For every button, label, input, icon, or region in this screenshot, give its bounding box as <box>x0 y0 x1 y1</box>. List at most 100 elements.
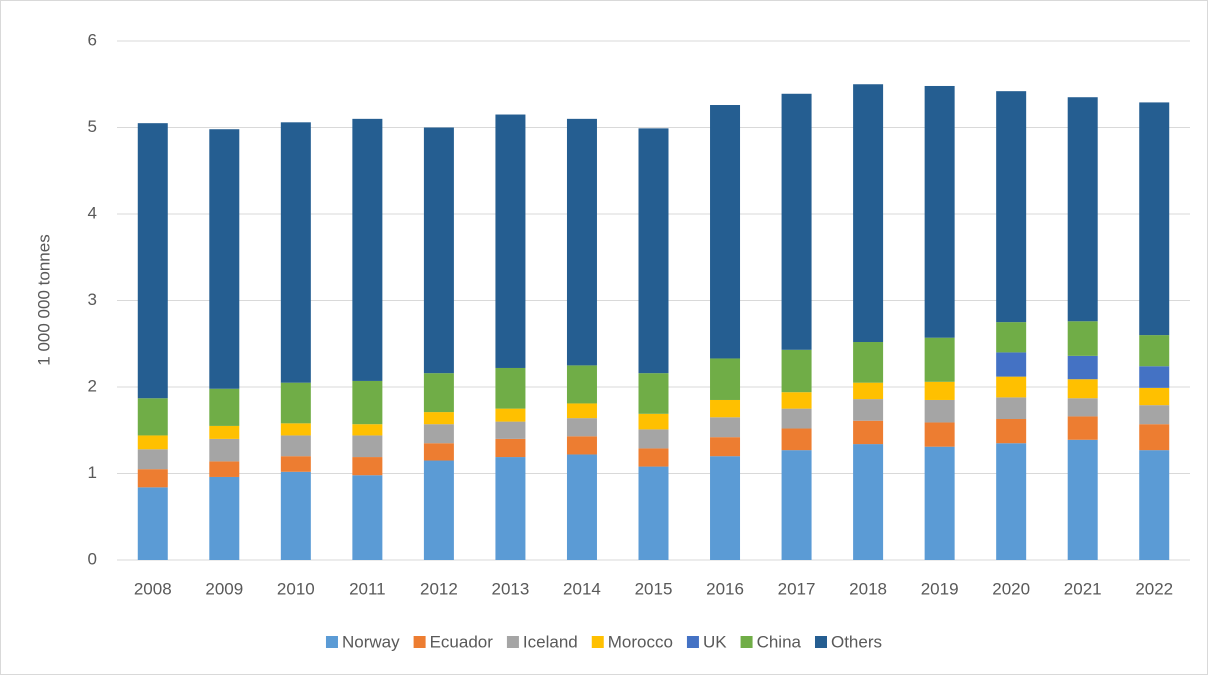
bar-segment <box>1067 379 1098 399</box>
bar-segment <box>781 392 812 409</box>
x-tick-label: 2016 <box>706 579 744 598</box>
bar-segment <box>209 461 240 477</box>
bar-segment <box>137 435 168 450</box>
bar-segment <box>1139 387 1170 406</box>
bar-segment <box>1067 355 1098 380</box>
bar-segment <box>638 128 669 374</box>
bar-segment <box>996 419 1027 444</box>
bar-segment <box>1067 97 1098 322</box>
x-tick-label: 2012 <box>420 579 458 598</box>
bar-segment <box>853 444 884 560</box>
bar-segment <box>137 123 168 399</box>
bar-segment <box>1067 439 1098 560</box>
bar-segment <box>638 448 669 467</box>
legend-swatch <box>506 636 519 648</box>
x-tick-label: 2013 <box>492 579 530 598</box>
bar-segment <box>996 397 1027 420</box>
bar-segment <box>638 373 669 414</box>
bar-segment <box>423 373 454 413</box>
x-tick-label: 2010 <box>277 579 315 598</box>
bar-segment <box>996 352 1027 377</box>
bar-segment <box>781 349 812 393</box>
bar-segment <box>209 388 240 426</box>
bar-segment <box>996 322 1027 353</box>
bar-segment <box>352 457 383 476</box>
y-axis-title: 1 000 000 tonnes <box>34 234 53 365</box>
x-tick-label: 2017 <box>778 579 816 598</box>
bar-segment <box>853 84 884 343</box>
x-tick-label: 2009 <box>205 579 243 598</box>
bar-segment <box>924 381 955 400</box>
x-tick-label: 2011 <box>349 579 386 598</box>
bar-segment <box>566 118 597 366</box>
x-tick-label: 2022 <box>1135 579 1173 598</box>
y-tick-label: 4 <box>88 203 97 222</box>
bar-segment <box>352 435 383 458</box>
legend-label: Others <box>831 632 882 651</box>
bar-segment <box>924 85 955 338</box>
bar-segment <box>710 456 741 560</box>
bar-segment <box>1139 424 1170 451</box>
bar-segment <box>495 457 526 560</box>
bar-segment <box>209 425 240 439</box>
bar-segment <box>638 466 669 560</box>
bar-segment <box>924 337 955 382</box>
x-tick-label: 2021 <box>1064 579 1102 598</box>
bar-segment <box>1067 321 1098 356</box>
bar-segment <box>853 382 884 400</box>
legend-label: Iceland <box>523 632 578 651</box>
bar-segment <box>495 408 526 422</box>
bar-segment <box>495 421 526 439</box>
bar-segment <box>710 437 741 457</box>
bar-segment <box>280 423 311 436</box>
bar-segment <box>996 376 1027 398</box>
bar-segment <box>853 399 884 421</box>
bar-segment <box>495 438 526 458</box>
bar-segment <box>781 93 812 350</box>
bar-segment <box>209 476 240 560</box>
bar-segment <box>280 382 311 424</box>
bar-segment <box>495 114 526 368</box>
bar-segment <box>1139 405 1170 425</box>
bar-segment <box>352 380 383 425</box>
bar-segment <box>423 127 454 374</box>
bar-segment <box>137 469 168 488</box>
bar-segment <box>853 342 884 383</box>
y-tick-label: 2 <box>88 376 97 395</box>
bar-segment <box>423 443 454 461</box>
y-tick-label: 5 <box>88 117 97 136</box>
bar-segment <box>924 399 955 423</box>
bar-segment <box>352 475 383 560</box>
bar-segment <box>137 398 168 436</box>
bar-segment <box>209 438 240 462</box>
bar-segment <box>423 424 454 444</box>
bar-segment <box>352 424 383 436</box>
bar-segment <box>924 422 955 447</box>
y-tick-label: 6 <box>88 30 97 49</box>
x-tick-label: 2008 <box>134 579 172 598</box>
legend-swatch <box>814 636 827 648</box>
legend-label: Ecuador <box>430 632 494 651</box>
bar-segment <box>996 91 1027 323</box>
bar-segment <box>280 435 311 457</box>
bar-segment <box>710 417 741 438</box>
x-tick-label: 2019 <box>921 579 959 598</box>
bar-segment <box>495 367 526 409</box>
bar-segment <box>710 358 741 400</box>
bar-segment <box>566 418 597 437</box>
bar-segment <box>710 399 741 418</box>
bar-segment <box>209 129 240 389</box>
bar-segment <box>853 420 884 445</box>
x-tick-label: 2014 <box>563 579 601 598</box>
bar-segment <box>781 450 812 560</box>
bar-segment <box>996 443 1027 560</box>
bar-segment <box>566 403 597 419</box>
bar-segment <box>638 413 669 430</box>
bar-segment <box>781 428 812 451</box>
x-tick-label: 2020 <box>992 579 1030 598</box>
bar-segment <box>423 412 454 425</box>
bar-segment <box>1067 416 1098 440</box>
legend-swatch <box>740 636 753 648</box>
bar-segment <box>781 408 812 429</box>
